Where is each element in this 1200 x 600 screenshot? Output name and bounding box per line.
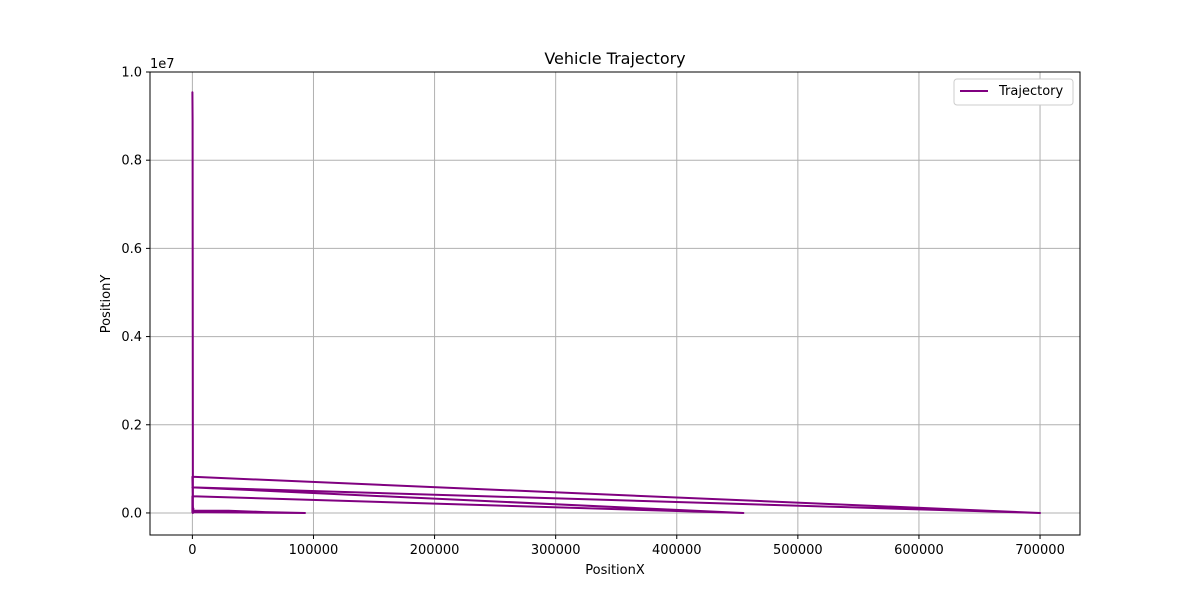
- x-axis-ticks: 0 100000 200000 300000 400000 500000 600000 700…: [188, 535, 1065, 558]
- data-point: [192, 507, 194, 510]
- data-point: [264, 511, 266, 513]
- y-tick-label: 0.0: [121, 506, 142, 521]
- data-point: [304, 512, 306, 514]
- data-point: [191, 486, 193, 488]
- y-offset-label: 1e7: [150, 57, 175, 72]
- y-axis-ticks: 0.0 0.2 0.4 0.6 0.8 1.0: [121, 66, 150, 521]
- y-tick-label: 0.8: [121, 154, 142, 169]
- data-point: [191, 512, 193, 514]
- data-point: [192, 509, 194, 511]
- data-point: [193, 511, 195, 513]
- legend-label: Trajectory: [998, 84, 1063, 99]
- x-tick-label: 200000: [410, 543, 460, 558]
- x-tick-label: 0: [188, 543, 196, 558]
- legend-box: [953, 78, 1074, 106]
- data-point: [191, 511, 193, 513]
- x-tick-label: 100000: [289, 543, 339, 558]
- data-point: [742, 512, 745, 514]
- data-point: [191, 495, 193, 497]
- x-tick-label: 700000: [1015, 543, 1065, 558]
- x-tick-label: 400000: [652, 543, 702, 558]
- x-tick-label: 300000: [531, 543, 581, 558]
- y-tick-label: 1.0: [121, 66, 142, 81]
- data-point: [1039, 512, 1041, 514]
- y-tick-label: 0.4: [121, 330, 142, 345]
- chart-title: Vehicle Trajectory: [544, 49, 685, 68]
- data-point: [192, 119, 194, 122]
- data-point: [228, 510, 230, 512]
- legend: Trajectory: [953, 78, 1074, 106]
- y-axis-label: PositionY: [99, 275, 114, 334]
- x-axis-label: PositionX: [585, 563, 645, 578]
- y-tick-label: 0.6: [121, 242, 142, 257]
- data-point: [191, 91, 193, 93]
- x-tick-label: 600000: [894, 543, 944, 558]
- series-layer: [191, 91, 1041, 514]
- data-point: [191, 476, 193, 478]
- y-tick-label: 0.2: [121, 418, 142, 433]
- x-tick-label: 500000: [773, 543, 823, 558]
- series-line-0: [191, 91, 1041, 514]
- plot-frame: [149, 71, 1081, 536]
